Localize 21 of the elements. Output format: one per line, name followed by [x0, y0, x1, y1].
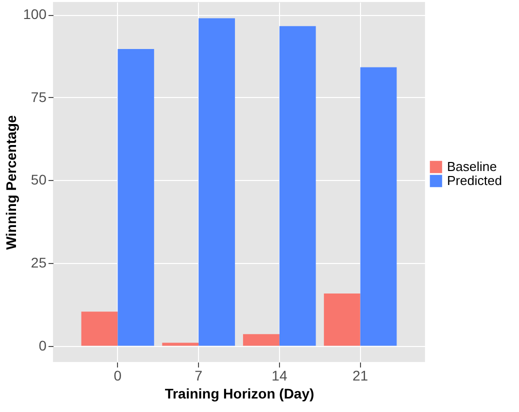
bar	[162, 342, 199, 346]
y-tick-label: 50	[30, 172, 47, 188]
legend-label: Predicted	[447, 173, 502, 188]
bar	[243, 334, 280, 346]
bar	[360, 67, 397, 346]
bar	[279, 26, 316, 346]
bar	[81, 312, 118, 346]
x-tick-label: 21	[352, 368, 368, 384]
x-tick-label: 7	[194, 368, 203, 384]
bar	[118, 49, 154, 346]
x-axis-title: Training Horizon (Day)	[164, 386, 314, 402]
y-tick-label: 100	[23, 6, 47, 22]
y-tick-label: 75	[30, 88, 47, 105]
bar	[324, 293, 360, 346]
y-tick-label: 0	[38, 337, 47, 354]
x-tick-label: 14	[272, 368, 288, 384]
y-axis-title: Winning Percentage	[3, 115, 20, 250]
x-tick-label: 0	[114, 368, 122, 384]
legend-label: Baseline	[447, 159, 497, 174]
y-tick-label: 25	[30, 254, 47, 270]
bar	[198, 18, 235, 346]
